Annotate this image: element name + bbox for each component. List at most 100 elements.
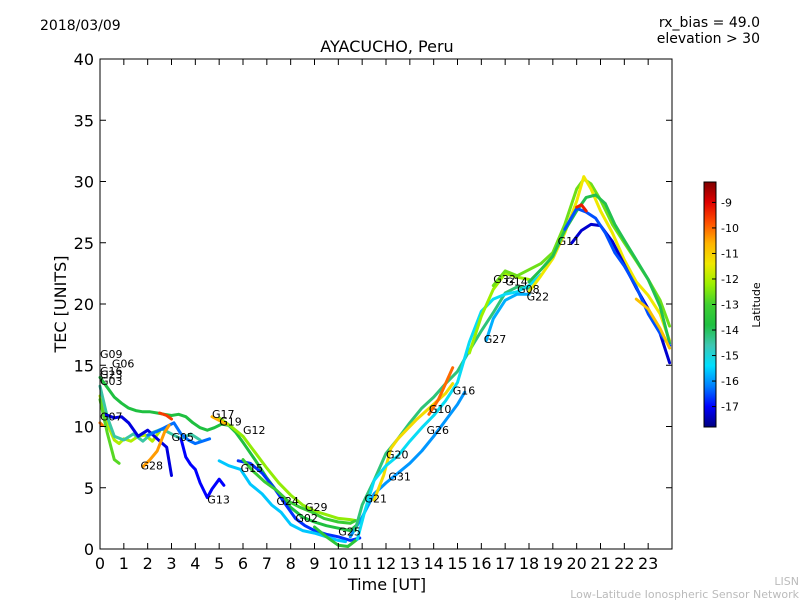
x-tick-label: 19 xyxy=(543,554,563,573)
colorbar-tick-label: -10 xyxy=(721,222,739,235)
credit-short: LISN xyxy=(774,575,799,588)
tec-series-line xyxy=(563,206,672,348)
satellite-label: G29 xyxy=(305,501,328,514)
x-tick-label: 6 xyxy=(238,554,248,573)
tec-series-line xyxy=(241,458,357,525)
satellite-label: G31 xyxy=(388,470,411,483)
x-tick-label: 12 xyxy=(376,554,396,573)
tec-series-line xyxy=(179,437,226,500)
satellite-label: G16 xyxy=(453,385,476,398)
satellite-label: G27 xyxy=(484,333,507,346)
x-tick-label: 20 xyxy=(566,554,586,573)
x-tick-label: 2 xyxy=(143,554,153,573)
x-tick-label: 4 xyxy=(190,554,200,573)
y-tick-label: 0 xyxy=(84,540,94,559)
elevation-label: elevation > 30 xyxy=(657,31,760,47)
x-tick-label: 10 xyxy=(328,554,348,573)
x-tick-label: 7 xyxy=(262,554,272,573)
credit-full: Low-Latitude Ionospheric Sensor Network xyxy=(570,588,799,600)
tec-series-line xyxy=(484,292,531,343)
tec-series-line xyxy=(427,366,455,416)
satellite-label: G22 xyxy=(527,290,550,303)
x-tick-label: 3 xyxy=(166,554,176,573)
satellite-label: G12 xyxy=(243,424,266,437)
satellite-label: G17 xyxy=(212,408,235,421)
y-tick-label: 20 xyxy=(74,295,94,314)
satellite-label: G19 xyxy=(219,415,242,428)
tec-series-line xyxy=(210,415,228,426)
tec-series-line xyxy=(353,285,531,533)
x-tick-label: 5 xyxy=(214,554,224,573)
x-tick-label: 21 xyxy=(590,554,610,573)
satellite-label: G13 xyxy=(207,494,230,507)
satellite-label: G28 xyxy=(141,459,164,472)
colorbar-tick-label: -12 xyxy=(721,273,739,286)
latitude-colorbar: -9 -10 -11 -12 -13 -14 -15 -16 -17 Latitude xyxy=(703,181,763,428)
tec-series-line xyxy=(527,193,672,345)
tec-series-line xyxy=(98,376,359,533)
y-tick-label: 30 xyxy=(74,173,94,192)
y-axis-label: TEC [UNITS] xyxy=(51,256,70,354)
y-axis-ticks: 0 5 10 15 20 25 30 35 40 xyxy=(74,50,672,559)
satellite-label: G15 xyxy=(241,462,264,475)
satellite-label: G23 xyxy=(100,369,123,382)
satellite-label: G08 xyxy=(517,283,540,296)
satellite-label: G03 xyxy=(100,375,123,388)
tec-series-line xyxy=(236,459,362,542)
tec-series-line xyxy=(146,421,212,446)
tec-series-line xyxy=(98,398,121,465)
satellite-label: G26 xyxy=(427,424,450,437)
colorbar-tick-label: -11 xyxy=(721,247,739,260)
colorbar-tick-label: -14 xyxy=(721,324,739,337)
colorbar-ticks: -9 -10 -11 -12 -13 -14 -15 -16 -17 xyxy=(712,196,739,414)
x-tick-label: 17 xyxy=(495,554,515,573)
tec-series-line xyxy=(217,416,359,523)
plot-frame xyxy=(99,58,673,550)
satellite-label: G32 xyxy=(493,273,516,286)
colorbar-tick-label: -13 xyxy=(721,299,739,312)
tec-series-line xyxy=(98,384,202,443)
tec-series-line xyxy=(158,411,173,421)
x-tick-label: 23 xyxy=(638,554,658,573)
rx-bias-label: rx_bias = 49.0 xyxy=(659,15,760,31)
x-tick-label: 16 xyxy=(471,554,491,573)
tec-series-line xyxy=(575,203,588,213)
satellite-label: G07 xyxy=(100,410,123,423)
x-axis-ticks: 0 1 2 3 4 5 6 7 8 9 10 11 12 13 14 15 16 17 18 19 20 21 22 23 xyxy=(95,59,658,573)
tec-series-line xyxy=(103,412,173,477)
y-tick-label: 10 xyxy=(74,418,94,437)
satellite-label: G02 xyxy=(295,512,318,525)
date-label: 2018/03/09 xyxy=(40,18,121,34)
y-tick-label: 40 xyxy=(74,50,94,69)
colorbar-tick-label: -15 xyxy=(721,350,739,363)
colorbar-label: Latitude xyxy=(750,282,763,328)
satellite-label: G14 xyxy=(505,276,528,289)
x-tick-label: 8 xyxy=(286,554,296,573)
x-tick-label: 0 xyxy=(95,554,105,573)
series-layer xyxy=(98,175,672,548)
x-tick-label: 15 xyxy=(447,554,467,573)
colorbar-tick-label: -9 xyxy=(721,196,732,209)
x-tick-label: 22 xyxy=(614,554,634,573)
x-tick-label: 9 xyxy=(309,554,319,573)
y-tick-label: 25 xyxy=(74,234,94,253)
satellite-label: G09 xyxy=(100,348,123,361)
y-tick-label: 5 xyxy=(84,479,94,498)
chart-title: AYACUCHO, Peru xyxy=(320,37,453,56)
x-tick-label: 1 xyxy=(119,554,129,573)
satellite-label: G05 xyxy=(172,431,195,444)
x-axis-label: Time [UT] xyxy=(347,575,426,594)
satellite-label: G16 xyxy=(100,365,123,378)
y-tick-label: 15 xyxy=(74,356,94,375)
satellite-label: G21 xyxy=(365,492,388,505)
x-tick-label: 13 xyxy=(400,554,420,573)
tec-series-line xyxy=(141,423,171,469)
x-tick-label: 18 xyxy=(519,554,539,573)
y-tick-label: 35 xyxy=(74,111,94,130)
satellite-label: G10 xyxy=(429,403,452,416)
satellite-label: G24 xyxy=(276,495,299,508)
x-tick-label: 11 xyxy=(352,554,372,573)
